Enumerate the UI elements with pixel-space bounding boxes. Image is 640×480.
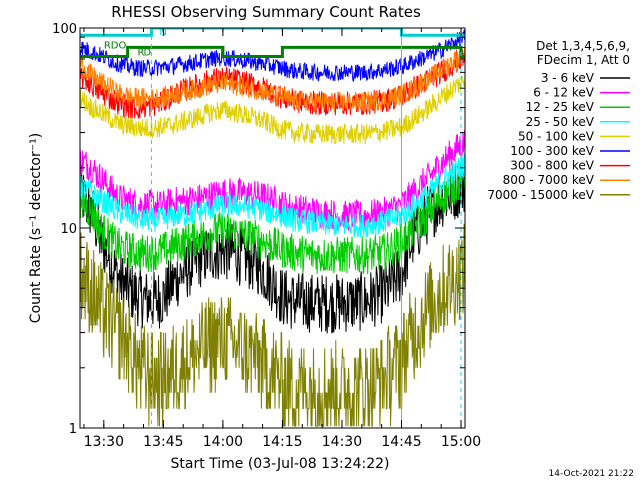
- series-line-7: [80, 46, 465, 113]
- legend-label-5: 100 - 300 keV: [510, 144, 594, 158]
- series-line-3: [80, 153, 465, 238]
- series-line-8: [80, 223, 465, 427]
- annotation-2: R: [138, 47, 145, 58]
- legend-label-0: 3 - 6 keV: [541, 71, 595, 85]
- y-tick-label-0: 100: [52, 22, 77, 37]
- x-axis-label: Start Time (03-Jul-08 13:24:22): [170, 456, 389, 472]
- y-axis-label: Count Rate (s⁻¹ detector⁻¹): [28, 133, 44, 323]
- annotation-0: RDO: [104, 40, 127, 51]
- x-tick-label-4: 14:30: [322, 434, 362, 450]
- legend-label-4: 50 - 100 keV: [518, 129, 595, 143]
- series-line-2: [80, 160, 465, 275]
- series-line-6: [80, 47, 465, 120]
- y-tick-label-2: 1: [69, 422, 77, 437]
- legend-label-3: 25 - 50 keV: [526, 115, 595, 129]
- legend-label-6: 300 - 800 keV: [510, 159, 594, 173]
- series-line-4: [80, 75, 465, 145]
- legend: Det 1,3,4,5,6,9, FDecim 1, Att 0 3 - 6 k…: [487, 39, 630, 202]
- data-layer: RDONRD: [80, 27, 465, 427]
- annotation-3: D: [144, 47, 152, 58]
- x-tick-label-0: 13:30: [84, 434, 124, 450]
- x-tick-label-1: 13:45: [143, 434, 183, 450]
- footer-timestamp: 14-Oct-2021 21:22: [549, 469, 634, 479]
- legend-header-line-1: Det 1,3,4,5,6,9,: [536, 39, 630, 53]
- x-tick-label-2: 14:00: [203, 434, 243, 450]
- legend-label-7: 800 - 7000 keV: [503, 173, 595, 187]
- series-line-0: [80, 160, 465, 334]
- state-line-0: [80, 45, 465, 58]
- chart-title: RHESSI Observing Summary Count Rates: [111, 3, 421, 21]
- y-axis: 100 10 1: [52, 22, 465, 437]
- legend-label-2: 12 - 25 keV: [526, 100, 595, 114]
- x-axis: 13:30 13:45 14:00 14:15 14:30 14:45 15:00: [83, 28, 481, 450]
- x-tick-label-5: 14:45: [381, 434, 421, 450]
- x-tick-label-3: 14:15: [262, 434, 302, 450]
- x-tick-label-6: 15:00: [441, 434, 481, 450]
- legend-label-1: 6 - 12 keV: [533, 86, 595, 100]
- y-tick-label-1: 10: [60, 222, 77, 237]
- legend-header-line-2: FDecim 1, Att 0: [537, 53, 630, 67]
- series-line-5: [80, 29, 465, 83]
- state-line-1: [80, 28, 465, 37]
- legend-label-8: 7000 - 15000 keV: [487, 188, 594, 202]
